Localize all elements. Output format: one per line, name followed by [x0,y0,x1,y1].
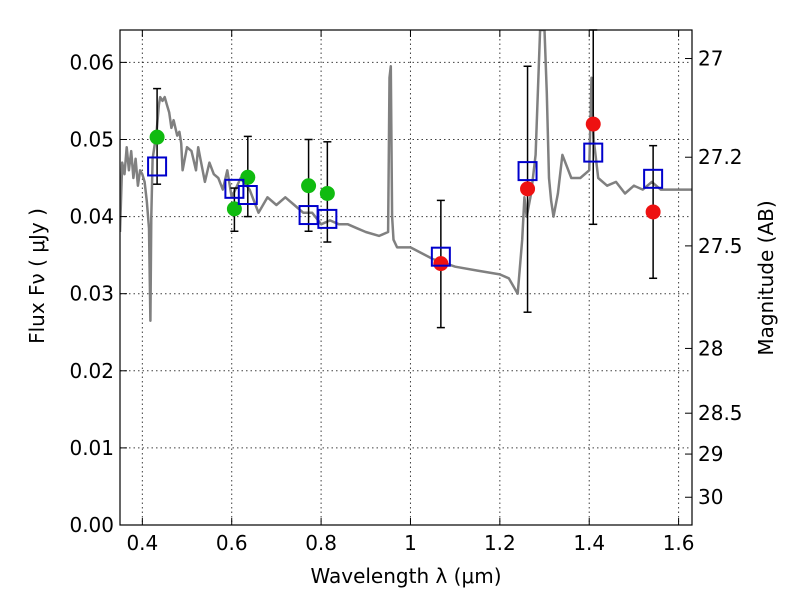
observed-point-green [226,201,242,217]
y-tick-label: 0.02 [69,359,114,383]
y2-tick-label: 28 [698,336,723,360]
observed-point-green [319,185,335,201]
spectrum-line [120,30,692,322]
points-layer [147,116,664,272]
y-tick-label: 0.03 [69,282,114,306]
model-square-point [583,142,604,163]
model-square-point [430,246,451,267]
spectrum-layer [120,30,692,322]
y-tick-label: 0.04 [69,205,114,229]
grid [120,30,692,525]
model-square-point [517,161,538,182]
x-tick-label: 1.2 [484,531,516,555]
observed-point-red [433,256,449,272]
y-tick-label: 0.05 [69,127,114,151]
x-tick-label: 0.4 [126,531,158,555]
x-tick-label: 1 [404,531,417,555]
observed-point-green [301,178,317,194]
x-axis-label: Wavelength λ (μm) [310,564,501,588]
ticks-layer: 0.4 0.6 0.8 1 1.2 1.4 1.6 0.00 0.01 0.02 0.03 0.04 0… [69,30,743,555]
y2-tick-label: 27.2 [698,145,743,169]
plot-frame [119,29,693,526]
y-tick-label: 0.06 [69,50,114,74]
x-tick-label: 0.6 [216,531,248,555]
model-square-point [237,185,258,205]
observed-point-green [149,129,165,145]
observed-point-red [645,204,661,220]
x-tick-label: 0.8 [305,531,337,555]
y2-axis-label: Magnitude (AB) [754,200,778,355]
observed-point-red [585,116,601,132]
y2-tick-label: 27 [698,47,723,71]
y-tick-label: 0.01 [69,436,114,460]
model-square-point [643,168,664,189]
y2-tick-label: 30 [698,485,723,509]
y-tick-label: 0.00 [69,513,114,537]
model-square-point [317,208,338,229]
x-tick-label: 1.6 [663,531,695,555]
y2-tick-label: 28.5 [698,401,743,425]
y2-tick-label: 29 [698,442,723,466]
y2-tick-label: 27.5 [698,234,743,258]
model-square-point [224,178,245,199]
observed-point-red [520,181,536,197]
y-axis-label: Flux Fν ( μJy ) [25,208,49,344]
model-square-point [147,156,168,177]
x-tick-label: 1.4 [573,531,605,555]
